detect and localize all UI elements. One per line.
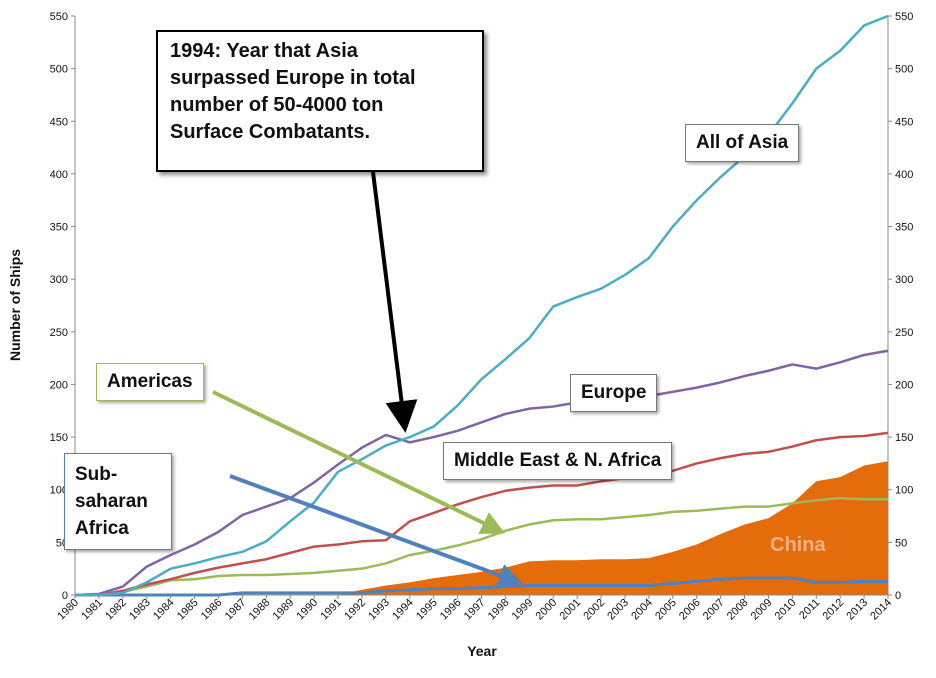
x-tick-label: 2003: [605, 597, 631, 623]
x-tick-label: 1980: [55, 597, 81, 623]
series-label-americas: Americas: [96, 363, 204, 401]
y-tick-label-right: 250: [895, 327, 913, 339]
y-axis-title: Number of Ships: [7, 249, 23, 361]
y-tick-label: 550: [50, 11, 68, 23]
x-axis-title: Year: [467, 643, 497, 659]
y-tick-label-right: 450: [895, 116, 913, 128]
y-tick-label: 400: [50, 169, 68, 181]
x-tick-label: 1987: [223, 597, 249, 623]
x-tick-label: 1986: [199, 597, 225, 623]
x-tick-label: 2002: [581, 597, 607, 623]
y-tick-label-right: 350: [895, 222, 913, 234]
y-tick-label-right: 400: [895, 169, 913, 181]
y-tick-label-right: 550: [895, 11, 913, 23]
x-tick-label: 2008: [725, 597, 751, 623]
x-tick-label: 2006: [677, 597, 703, 623]
y-tick-label: 300: [50, 274, 68, 286]
x-tick-label: 1988: [247, 597, 273, 623]
x-tick-label: 2011: [797, 597, 822, 622]
x-tick-label: 2007: [701, 597, 727, 623]
x-tick-label: 1983: [127, 597, 153, 623]
y-tick-label-right: 200: [895, 379, 913, 391]
arrow-ssa: [229, 474, 523, 587]
x-tick-label: 2001: [557, 597, 583, 623]
x-tick-label: 2004: [629, 597, 655, 623]
x-tick-label: 2014: [868, 597, 894, 623]
series-label-mena: Middle East & N. Africa: [443, 442, 673, 480]
x-tick-label: 2010: [773, 597, 799, 623]
y-tick-label: 350: [50, 222, 68, 234]
y-tick-label-right: 150: [895, 432, 913, 444]
arrow-americas: [212, 390, 506, 534]
y-tick-label: 200: [50, 379, 68, 391]
x-tick-label: 1985: [175, 597, 201, 623]
y-tick-label: 500: [50, 64, 68, 76]
y-tick-label-right: 500: [895, 64, 913, 76]
series-line-americas: [75, 496, 888, 597]
y-tick-label-right: 100: [895, 485, 913, 497]
y-tick-label-right: 300: [895, 274, 913, 286]
x-tick-label: 2012: [820, 597, 846, 623]
series-label-europe: Europe: [570, 374, 658, 412]
x-tick-label: 1995: [414, 597, 440, 623]
x-tick-label: 2000: [534, 597, 560, 623]
series-label-asia: All of Asia: [685, 124, 800, 162]
y-tick-label: 450: [50, 116, 68, 128]
annotation-line-3: number of 50-4000 ton: [170, 94, 384, 116]
series-label-ssa-line-1: Sub-saharan: [75, 464, 148, 512]
x-tick-label: 1982: [103, 597, 129, 623]
series-line-europe: [74, 349, 889, 597]
x-tick-label: 1981: [79, 597, 105, 623]
annotation-line-2: surpassed Europe in total: [170, 67, 416, 89]
x-tick-label: 1989: [271, 597, 297, 623]
annotation-line-1: 1994: Year that Asia: [170, 40, 358, 62]
x-tick-label: 1994: [390, 597, 416, 623]
y-tick-label-right: 50: [895, 537, 907, 549]
series-label-china: China: [770, 534, 826, 556]
series-line-middle-east-n-africa: [75, 431, 889, 597]
x-tick-label: 1999: [510, 597, 536, 623]
series-line-sub-saharan-africa: [75, 576, 888, 597]
series-label-ssa-line-2: Africa: [75, 518, 129, 539]
series-label-ssa: Sub-saharan Africa: [64, 453, 172, 550]
y-tick-label-right: 0: [895, 590, 901, 602]
annotation-line-4: Surface Combatants.: [170, 121, 371, 143]
x-tick-label: 1992: [342, 597, 368, 623]
x-tick-label: 2009: [749, 597, 775, 623]
x-tick-label: 1993: [366, 597, 392, 623]
x-tick-label: 2013: [844, 597, 870, 623]
x-tick-label: 2005: [653, 597, 679, 623]
x-tick-label: 1996: [438, 597, 464, 623]
y-tick-label: 0: [62, 590, 68, 602]
x-tick-label: 1997: [462, 597, 488, 623]
x-tick-label: 1991: [318, 597, 344, 623]
annotation-1994-callout: 1994: Year that Asia surpassed Europe in…: [156, 30, 484, 172]
series-area-china: [75, 461, 888, 595]
y-tick-label: 100: [50, 485, 68, 497]
annotation-arrow-1994: [371, 171, 418, 433]
y-tick-label: 250: [50, 327, 68, 339]
x-tick-label: 1990: [294, 597, 320, 623]
x-tick-label: 1998: [486, 597, 512, 623]
y-tick-label: 150: [50, 432, 68, 444]
x-tick-label: 1984: [151, 597, 177, 623]
